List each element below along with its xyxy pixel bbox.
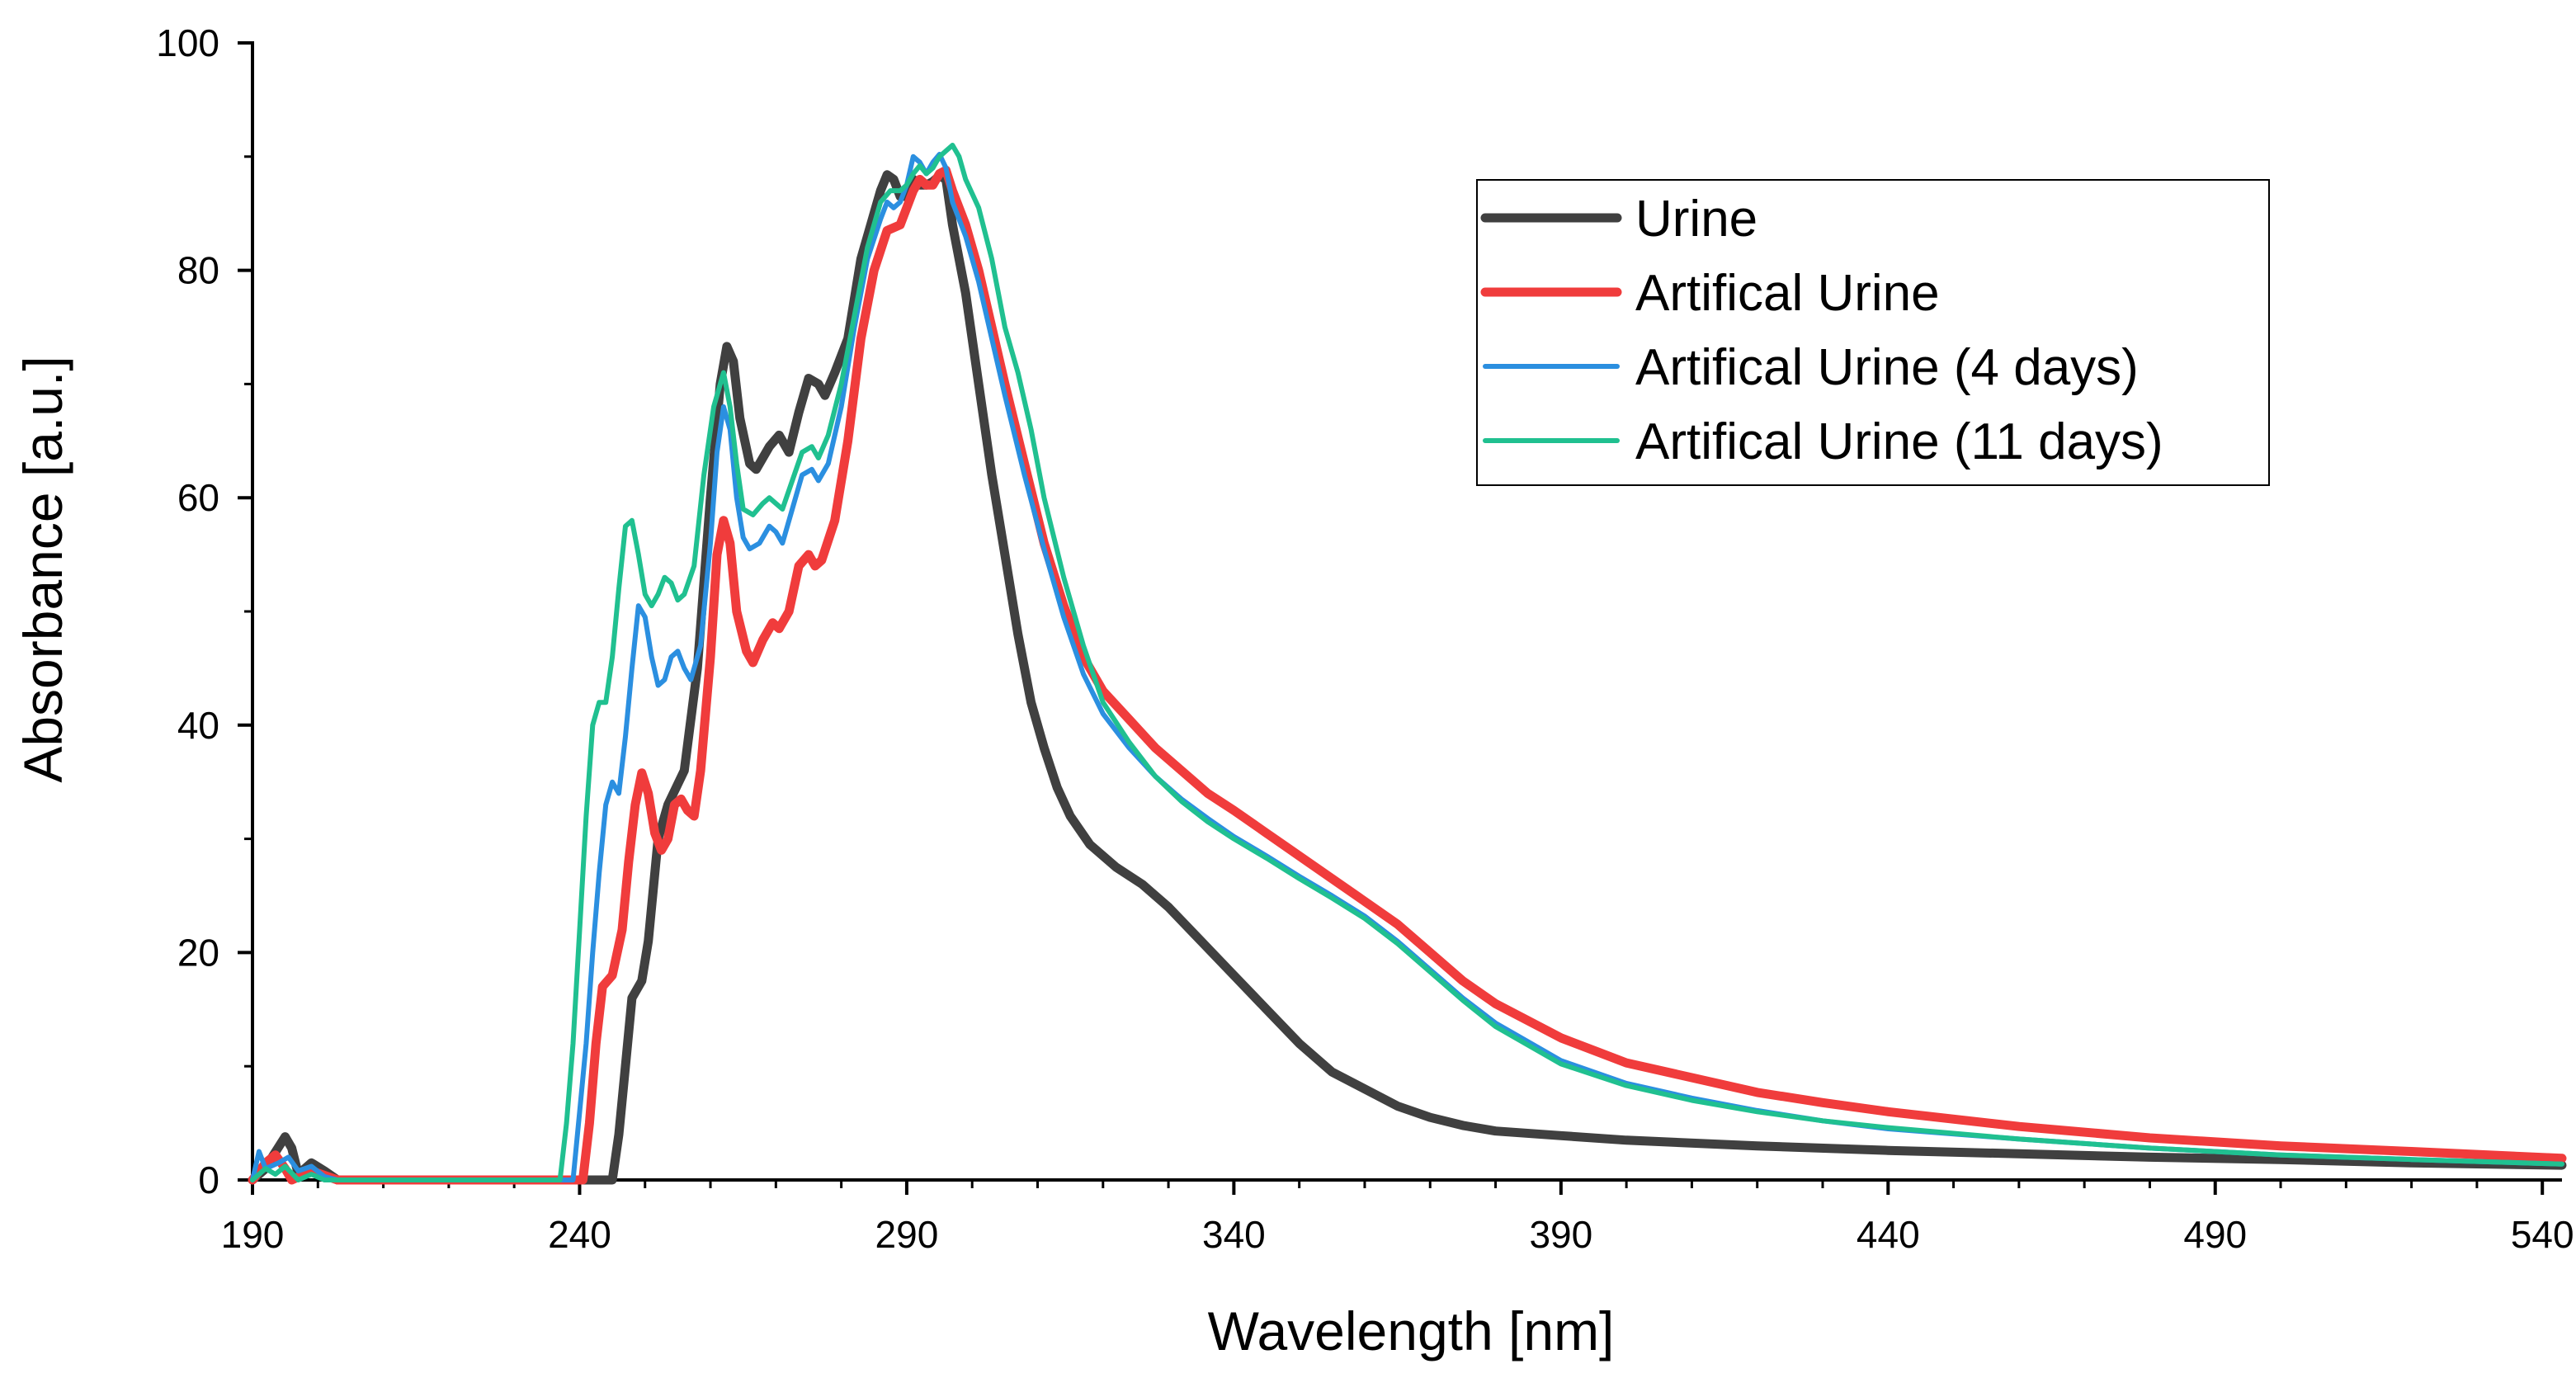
x-tick-label: 340 [1202,1213,1266,1256]
axes: 190 240 290 340 390 440 490 540 0 20 40 60 80 100 [156,21,2574,1256]
y-tick-label: 100 [156,21,219,64]
x-tick-label: 190 [221,1213,285,1256]
y-axis-label: Absorbance [a.u.] [12,356,73,782]
y-tick-label: 40 [177,704,219,747]
x-tick-label: 490 [2183,1213,2247,1256]
legend: Urine Artifical Urine Artifical Urine (4 d… [1476,179,2270,486]
legend-label-2: Artifical Urine [1635,265,1940,322]
y-tick-label: 80 [177,249,219,292]
x-tick-label: 390 [1529,1213,1592,1256]
legend-label-3: Artifical Urine (4 days) [1635,339,2139,396]
x-axis-label: Wavelength [nm] [1208,1300,1615,1361]
y-tick-label: 0 [198,1159,219,1201]
x-tick-label: 540 [2511,1213,2574,1256]
series-lines [248,143,2567,1185]
legend-label-4: Artifical Urine (11 days) [1635,413,2163,470]
series-line-1 [248,170,2567,1185]
legend-label-1: Urine [1635,191,1757,248]
y-tick-label: 20 [177,931,219,974]
series-line-4 [250,143,2564,1182]
y-tick-label: 60 [177,476,219,519]
series-line-2 [248,165,2567,1185]
x-tick-label: 290 [875,1213,939,1256]
x-tick-label: 440 [1857,1213,1920,1256]
x-tick-label: 240 [548,1213,611,1256]
legend-box [1476,179,2270,486]
